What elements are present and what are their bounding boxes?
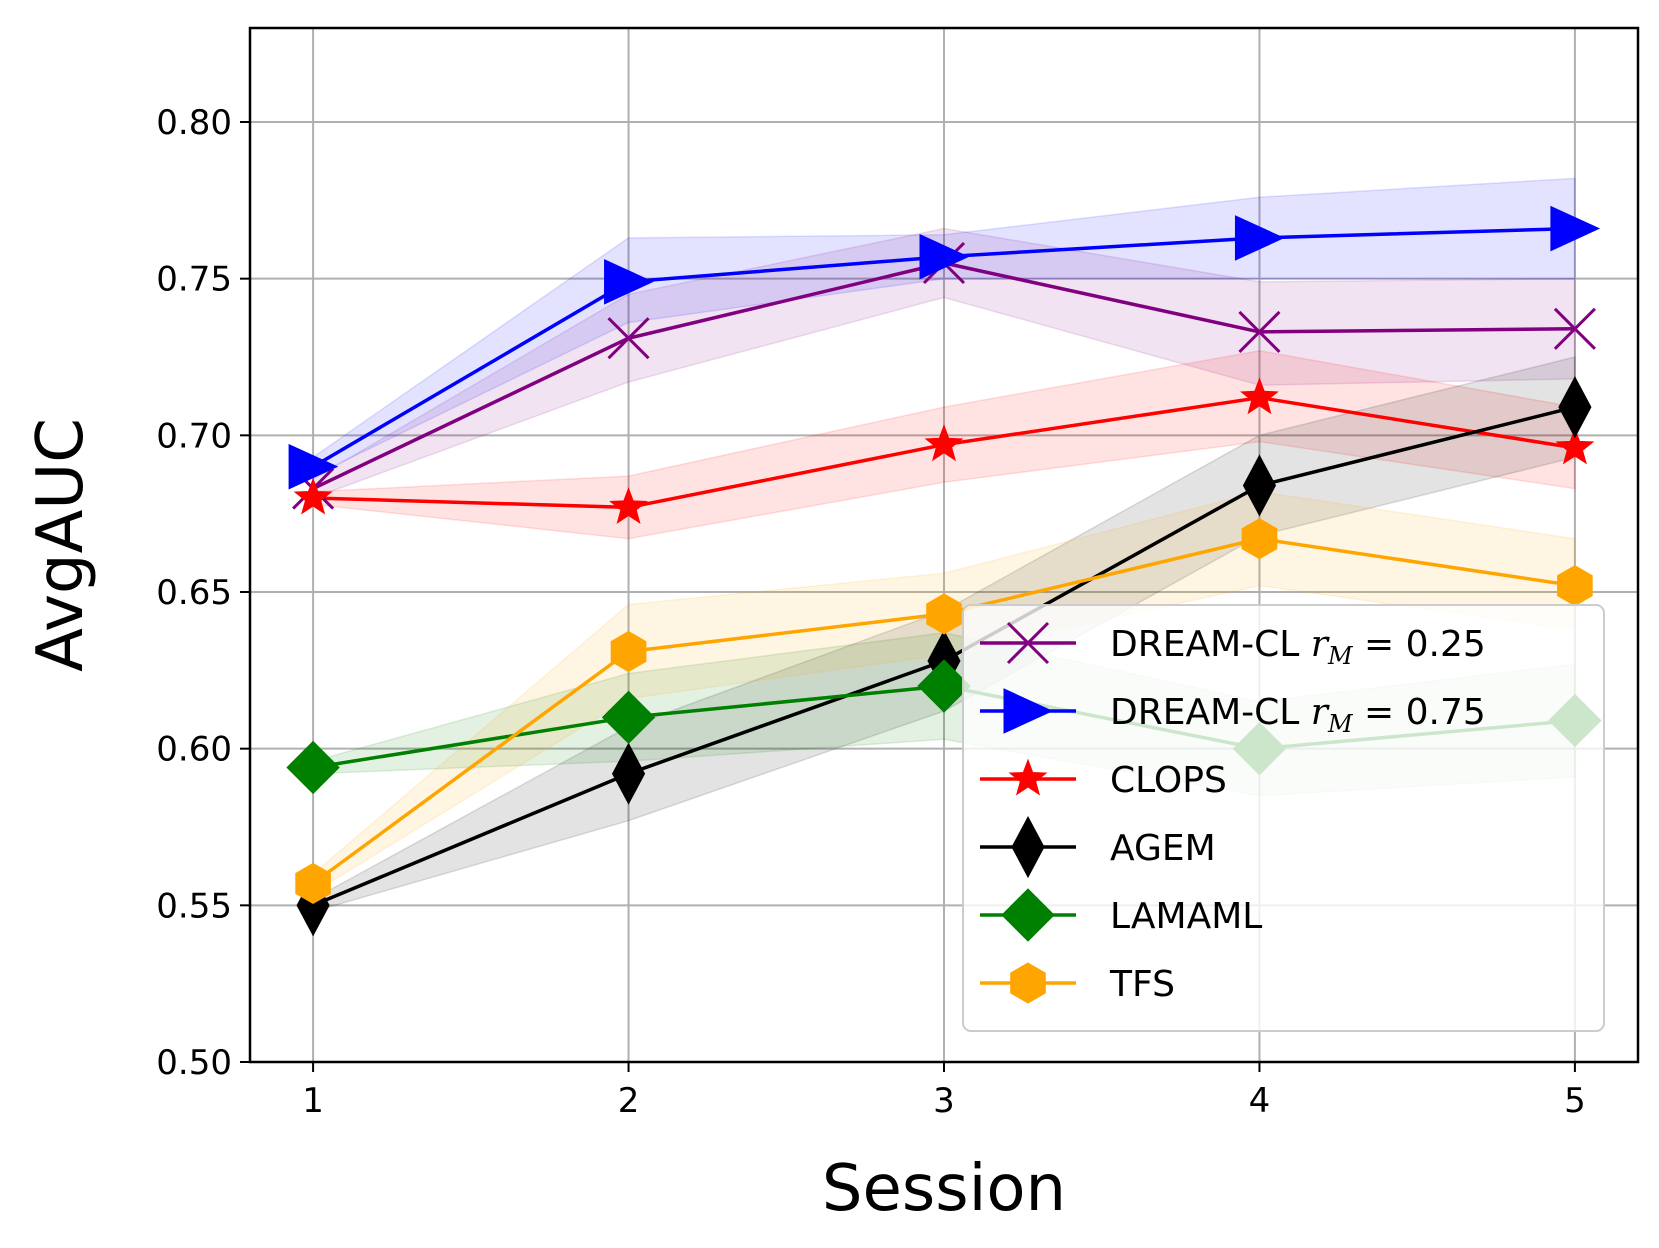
y-tick-label: 0.65 xyxy=(156,573,232,613)
marker-stroke xyxy=(1238,310,1281,353)
legend-marker xyxy=(1008,758,1048,796)
point-dream-cl-r-m-0-25 xyxy=(1553,307,1596,350)
point-clops xyxy=(293,477,333,515)
legend-label: CLOPS xyxy=(1110,760,1227,801)
legend-marker xyxy=(1003,688,1054,734)
axis-ticks: 1 2 3 4 5 0.50 0.55 0.60 0.65 0.70 0.75 0.80 xyxy=(156,103,1585,1121)
legend-item-agem: AGEM xyxy=(980,815,1216,879)
band-dream-cl-r-m-0-75 xyxy=(312,177,1576,478)
point-lamaml xyxy=(917,659,971,713)
point-tfs xyxy=(926,593,962,635)
marker-stroke xyxy=(1553,307,1596,350)
y-tick-label: 0.75 xyxy=(156,260,232,300)
point-lamaml xyxy=(286,740,340,795)
point-clops xyxy=(1555,427,1595,465)
point-tfs xyxy=(295,862,331,904)
point-agem xyxy=(1242,454,1277,517)
marker-stroke xyxy=(607,317,650,360)
legend-label: AGEM xyxy=(1110,828,1216,869)
point-dream-cl-r-m-0-75 xyxy=(604,259,654,305)
point-dream-cl-r-m-0-25 xyxy=(1238,310,1281,353)
legend-label: DREAM-CL rM = 0.25 xyxy=(1110,624,1486,670)
legend-marker xyxy=(1006,621,1050,665)
y-tick-label: 0.55 xyxy=(156,886,232,926)
point-dream-cl-r-m-0-75 xyxy=(919,233,970,280)
legend: DREAM-CL rM = 0.25 DREAM-CL rM = 0.75 CLOP… xyxy=(962,604,1605,1032)
y-tick-label: 0.50 xyxy=(156,1043,232,1083)
legend-item-dream-cl-r-m-0-25: DREAM-CL rM = 0.25 xyxy=(980,621,1486,670)
y-tick-label: 0.80 xyxy=(156,103,232,143)
y-axis-label: AvgAUC xyxy=(24,418,98,672)
x-tick-label: 4 xyxy=(1249,1081,1271,1121)
point-agem xyxy=(611,742,646,805)
point-dream-cl-r-m-0-75 xyxy=(1234,215,1285,261)
legend-item-lamaml: LAMAML xyxy=(980,888,1262,942)
legend-item-clops: CLOPS xyxy=(980,758,1227,801)
legend-label: DREAM-CL rM = 0.75 xyxy=(1110,692,1486,738)
point-tfs xyxy=(1241,518,1278,560)
legend-box xyxy=(962,604,1605,1032)
point-agem xyxy=(1558,376,1592,439)
legend-marker xyxy=(1011,815,1045,879)
point-clops xyxy=(924,424,964,462)
point-clops xyxy=(1240,377,1279,415)
legend-item-tfs: TFS xyxy=(980,962,1175,1005)
y-tick-label: 0.60 xyxy=(156,730,232,770)
legend-marker xyxy=(1010,962,1046,1004)
point-tfs xyxy=(610,630,647,673)
x-axis-label: Session xyxy=(822,1152,1066,1226)
point-clops xyxy=(609,486,648,524)
legend-label: TFS xyxy=(1109,964,1175,1005)
marker-stroke xyxy=(1006,621,1050,665)
point-lamaml xyxy=(601,690,656,745)
point-dream-cl-r-m-0-75 xyxy=(1550,205,1601,252)
legend-marker xyxy=(1001,888,1055,942)
x-tick-label: 2 xyxy=(618,1081,640,1121)
legend-label: LAMAML xyxy=(1110,896,1262,937)
y-tick-label: 0.70 xyxy=(156,416,232,456)
x-tick-label: 3 xyxy=(933,1081,955,1121)
x-tick-label: 5 xyxy=(1564,1081,1586,1121)
x-tick-label: 1 xyxy=(302,1081,324,1121)
legend-item-dream-cl-r-m-0-75: DREAM-CL rM = 0.75 xyxy=(980,688,1486,738)
point-dream-cl-r-m-0-25 xyxy=(607,317,650,360)
